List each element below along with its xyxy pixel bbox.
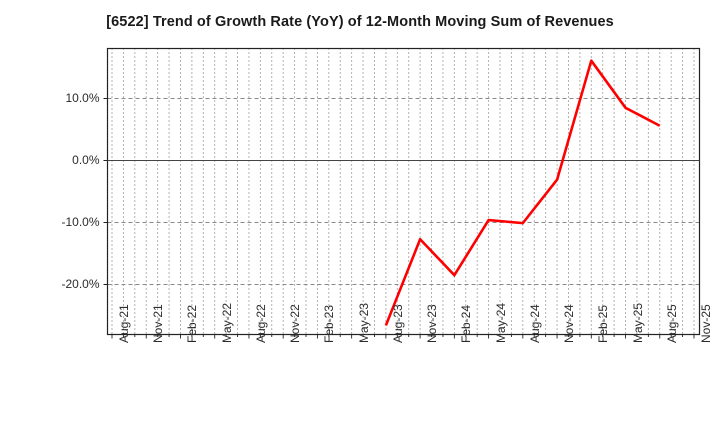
y-axis-tick-label: -10.0% bbox=[61, 214, 100, 229]
chart-title: [6522] Trend of Growth Rate (YoY) of 12-… bbox=[106, 14, 614, 30]
plot-frame bbox=[106, 47, 701, 336]
x-axis-tick-label: Feb-24 bbox=[459, 304, 474, 343]
y-axis-tick-label: 10.0% bbox=[65, 90, 100, 105]
x-axis-tick-label: Aug-22 bbox=[253, 303, 268, 343]
x-axis-tick-label: Feb-25 bbox=[596, 304, 611, 343]
x-axis-tick-label: Nov-23 bbox=[425, 303, 440, 343]
x-axis-tick-label: Nov-22 bbox=[288, 303, 303, 343]
series-line-growth-rate bbox=[384, 59, 661, 326]
x-axis-tick-label: Feb-22 bbox=[185, 304, 200, 343]
x-axis-tick-label: Nov-24 bbox=[562, 303, 577, 343]
x-axis-ticks bbox=[103, 98, 695, 339]
x-axis-tick-label: Aug-25 bbox=[664, 303, 679, 343]
horizontal-gridlines bbox=[107, 98, 700, 285]
x-axis-tick-label: Aug-23 bbox=[390, 303, 405, 343]
x-axis-tick-label: Nov-21 bbox=[151, 303, 166, 343]
x-axis-tick-label: May-22 bbox=[219, 302, 234, 343]
vertical-gridlines bbox=[111, 48, 695, 335]
y-axis-tick-label: -20.0% bbox=[61, 276, 100, 291]
x-axis-tick-label: May-25 bbox=[630, 302, 645, 343]
x-axis-tick-label: Nov-25 bbox=[699, 303, 713, 343]
y-axis-tick-label: 0.0% bbox=[72, 152, 100, 167]
x-axis-tick-label: Aug-24 bbox=[527, 303, 542, 343]
x-axis-tick-label: Aug-21 bbox=[117, 303, 131, 343]
x-axis-tick-label: May-23 bbox=[356, 302, 371, 343]
x-axis-tick-label: Feb-23 bbox=[322, 304, 337, 343]
x-axis-tick-label: May-24 bbox=[493, 302, 508, 343]
